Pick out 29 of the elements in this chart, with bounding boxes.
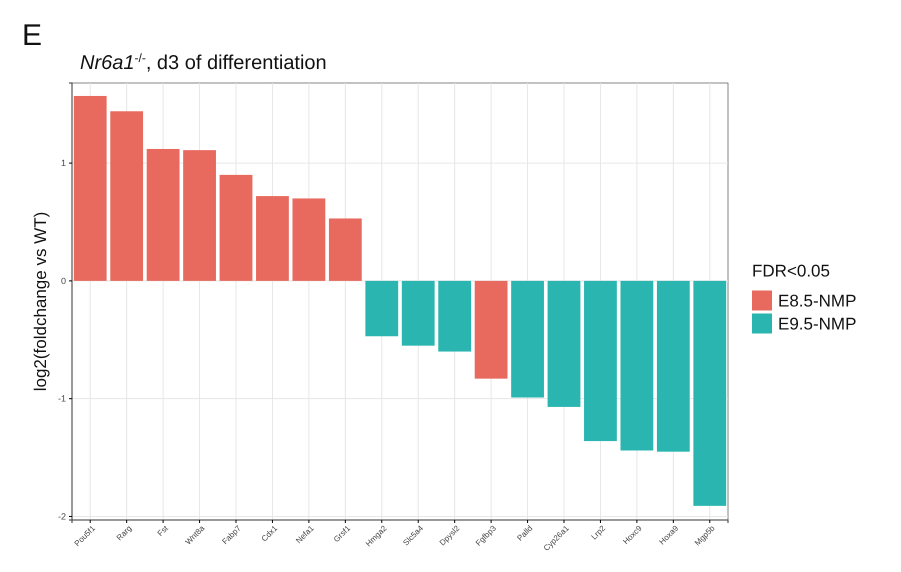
- bar: [292, 198, 326, 281]
- y-tick-label: 0: [60, 276, 66, 286]
- bar: [365, 280, 398, 336]
- bar: [402, 280, 435, 346]
- bar: [328, 218, 362, 281]
- bar: [474, 280, 508, 379]
- bar: [220, 174, 252, 281]
- bar: [511, 280, 544, 398]
- bar: [146, 148, 180, 281]
- bar: [183, 150, 216, 281]
- bar: [74, 96, 107, 281]
- bar: [584, 280, 617, 442]
- y-tick-label: -1: [58, 394, 66, 404]
- bar: [438, 280, 472, 352]
- y-axis-title: log2(foldchange vs WT): [31, 212, 50, 392]
- legend-label: E8.5-NMP: [778, 292, 856, 310]
- chart-title: Nr6a1$^{-/-}$, d3 of differentiation: [80, 51, 327, 74]
- bar: [256, 196, 289, 281]
- legend-title: FDR<0.05: [752, 262, 830, 280]
- legend-label: E9.5-NMP: [778, 314, 856, 334]
- y-tick-label: -2: [58, 511, 66, 522]
- bar: [110, 111, 144, 281]
- bar: [656, 280, 690, 452]
- y-tick-label: 1: [60, 158, 66, 168]
- x-tick-label: Fst: [156, 523, 170, 538]
- bar: [693, 280, 726, 506]
- bar: [548, 280, 580, 407]
- text: E: [22, 19, 42, 52]
- bar: [620, 280, 654, 451]
